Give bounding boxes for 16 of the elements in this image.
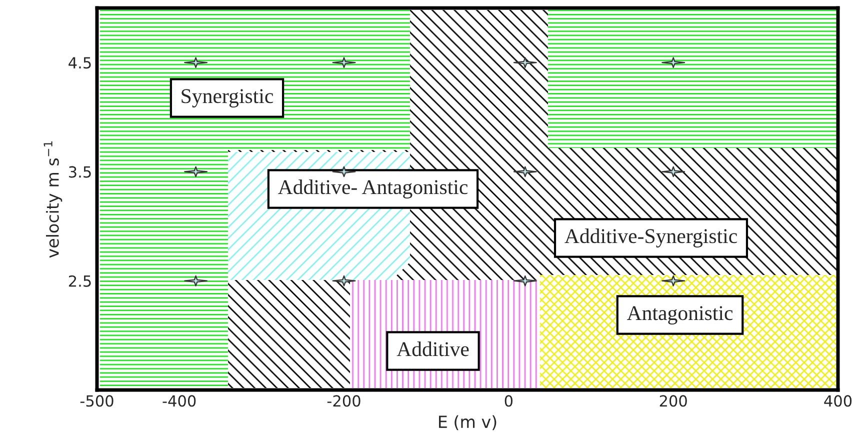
y-tick-label: 2.5 — [68, 275, 91, 287]
y-axis-title: velocity m s$^{−1}$ — [44, 141, 62, 258]
x-tick-label: -400 — [162, 395, 196, 407]
x-tick-label: -200 — [327, 395, 360, 407]
x-tick-label: -500 — [80, 395, 114, 407]
annotation: Antagonistic — [626, 306, 733, 324]
y-tick-label: 4.5 — [68, 57, 91, 69]
y-tick-label: 3.5 — [69, 166, 91, 178]
annotation: Additive-Synergistic — [564, 228, 737, 248]
x-tick-label: 200 — [660, 395, 687, 407]
annotation: Additive- Antagonistic — [278, 180, 468, 198]
annotation: Additive — [396, 342, 469, 356]
x-tick-label: 400 — [824, 395, 852, 407]
x-axis-title: E (m v) — [439, 415, 496, 430]
x-tick-label: 0 — [504, 395, 513, 407]
annotation: Synergistic — [182, 89, 274, 108]
